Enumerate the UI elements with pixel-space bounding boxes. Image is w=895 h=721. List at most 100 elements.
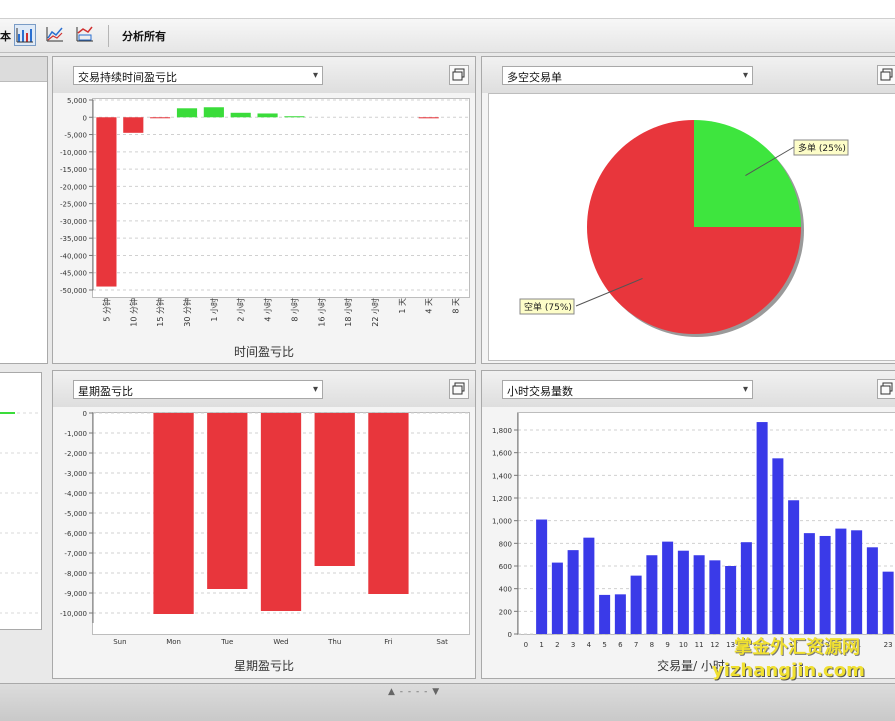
chevron-down-icon: ▾: [312, 70, 318, 81]
x-tick-label: 17: [789, 641, 798, 649]
toolbar-partial-label: 本: [0, 30, 11, 43]
y-tick-label: -1,000: [64, 430, 87, 438]
y-tick-label: 200: [499, 608, 512, 616]
pos-chart-icon[interactable]: [75, 24, 97, 46]
x-tick-label: 23: [884, 641, 893, 649]
bar: [788, 500, 800, 634]
y-tick-label: -5,000: [64, 132, 87, 140]
longshort-select-label: 多空交易单: [507, 71, 562, 84]
chevron-down-icon: ▾: [742, 384, 748, 395]
y-tick-label: 1,600: [492, 450, 512, 458]
longshort-panel: 多空交易单 ▾ 多单 (25%) 空单 (75%): [481, 56, 895, 364]
bar: [835, 528, 847, 634]
pie-leader-line: [745, 146, 795, 176]
weekday-metric-select[interactable]: 星期盈亏比 ▾: [73, 380, 323, 399]
splitter-handle[interactable]: ▲ - - - - ▼: [388, 687, 441, 697]
title-bar: [0, 0, 895, 19]
bar: [851, 530, 863, 634]
weekday-chart: 0 -1,000 -2,000 -3,000 -4,000 -5,000 -6,000 -7,…: [60, 410, 469, 646]
maximize-icon: [880, 382, 893, 395]
bar: [677, 550, 689, 634]
x-tick-label: 1 天: [398, 298, 407, 314]
x-tick-label: 10: [679, 641, 688, 649]
bar: [725, 566, 737, 634]
bar: [567, 550, 579, 634]
bar: [207, 413, 248, 589]
pie-slice: [694, 120, 801, 227]
x-tick-label: Sun: [113, 638, 126, 646]
maximize-button[interactable]: [877, 379, 895, 399]
toolbar: 本 分析所有: [0, 19, 895, 53]
bar: [630, 575, 642, 634]
hourly-plot-area: [517, 412, 895, 635]
y-tick-label: 800: [499, 540, 512, 548]
maximize-button[interactable]: [449, 65, 469, 85]
maximize-button[interactable]: [449, 379, 469, 399]
weekday-panel: 星期盈亏比 ▾ 0 -1,000 -2,000 -3,000 -4,000 -5,000 -…: [52, 370, 476, 679]
bar: [314, 413, 355, 566]
x-tick-label: 1: [539, 641, 543, 649]
duration-metric-select[interactable]: 交易持续时间盈亏比 ▾: [73, 66, 323, 85]
bar: [614, 594, 626, 634]
bar: [150, 117, 171, 119]
pie-label-box: [519, 298, 575, 315]
bar: [583, 537, 595, 634]
pie-slice: [587, 120, 801, 334]
pie-label-box: [793, 139, 849, 156]
y-tick-label: 1,200: [492, 495, 512, 503]
y-tick-label: -30,000: [60, 218, 87, 226]
x-tick-label: Tue: [220, 638, 233, 646]
duration-chart: 5,000 0 -5,000 -10,000 -15,000 -20,000 -25,000…: [60, 97, 469, 327]
pie-label: 多单 (25%): [798, 142, 846, 154]
hourly-chart: 1,800 1,600 1,400 1,200 1,000 800 600 400 200 0 0 1…: [492, 413, 895, 649]
bar: [882, 571, 894, 634]
x-tick-label: 2 小时: [236, 298, 246, 322]
longshort-metric-select[interactable]: 多空交易单 ▾: [502, 66, 753, 85]
bar: [599, 594, 611, 634]
y-tick-label: -5,000: [64, 510, 87, 518]
left-panel-bottom: [0, 372, 42, 630]
bar: [284, 116, 305, 118]
weekday-panel-header: 星期盈亏比 ▾: [53, 371, 475, 407]
x-tick-label: 21: [852, 641, 861, 649]
weekday-x-label: 星期盈亏比: [233, 659, 294, 673]
x-tick-label: 30 分钟: [182, 298, 192, 327]
bar: [96, 117, 117, 287]
bar: [756, 422, 768, 634]
bar: [803, 533, 815, 634]
bar: [772, 458, 784, 634]
maximize-button[interactable]: [877, 65, 895, 85]
duration-panel: 交易持续时间盈亏比 ▾ 5,000 0 -5,000 -10,000 -15,000 -2…: [52, 56, 476, 364]
pie-leader-line: [575, 277, 643, 307]
y-tick-label: -40,000: [60, 252, 87, 260]
hourly-metric-select[interactable]: 小时交易量数 ▾: [502, 380, 753, 399]
x-tick-label: 16 小时: [316, 298, 326, 327]
watermark-text-cn: 掌金外汇资源网: [734, 637, 860, 658]
left-panel-top: [0, 56, 48, 364]
hourly-panel: 小时交易量数 ▾ 1,800 1,600 1,400 1,200 1,000 800 600…: [481, 370, 895, 679]
line-chart-icon[interactable]: [45, 24, 67, 46]
bar-chart-icon[interactable]: [14, 24, 36, 46]
duration-panel-header: 交易持续时间盈亏比 ▾: [53, 57, 475, 93]
maximize-icon: [880, 68, 893, 81]
bar: [740, 542, 752, 634]
x-tick-label: 9: [665, 641, 669, 649]
x-tick-label: Sat: [436, 638, 448, 646]
longshort-panel-header: 多空交易单 ▾: [482, 57, 895, 93]
hourly-x-label: 交易量/ 小时: [657, 659, 725, 673]
x-tick-label: Fri: [384, 638, 392, 646]
hourly-panel-header: 小时交易量数 ▾: [482, 371, 895, 407]
x-tick-label: 1 小时: [209, 298, 219, 322]
y-tick-label: -10,000: [60, 610, 87, 618]
bar: [203, 107, 224, 118]
bar: [368, 413, 409, 594]
y-tick-label: 1,400: [492, 472, 512, 480]
x-tick-label: Mon: [166, 638, 181, 646]
y-tick-label: -9,000: [64, 590, 87, 598]
bar: [693, 555, 705, 634]
analyze-all-button[interactable]: 分析所有: [122, 30, 166, 43]
x-tick-label: Thu: [327, 638, 341, 646]
y-tick-label: -25,000: [60, 201, 87, 209]
bar: [418, 117, 439, 119]
x-tick-label: 8 天: [452, 298, 461, 314]
